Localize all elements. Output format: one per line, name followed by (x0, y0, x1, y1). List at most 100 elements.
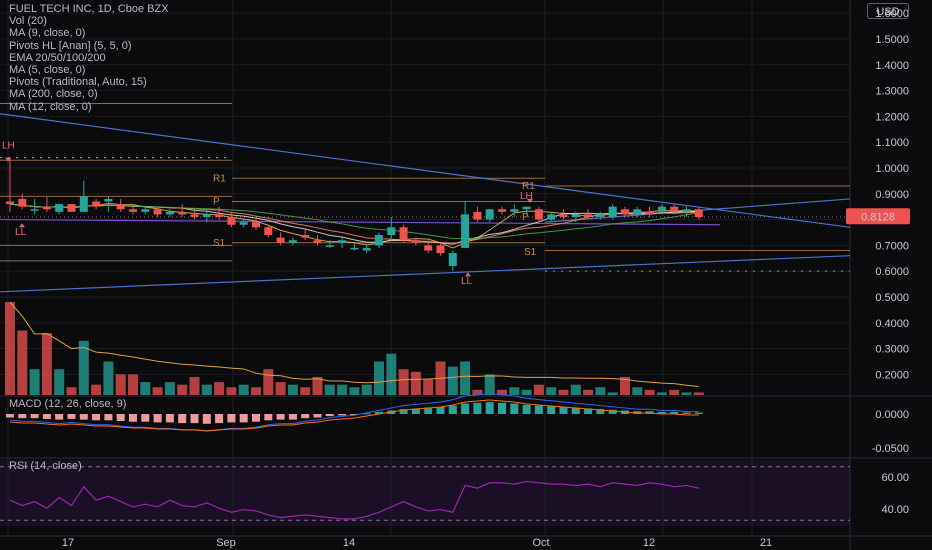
candle-body (461, 214, 470, 248)
volume-bar (681, 392, 692, 395)
macd-bar (276, 414, 285, 420)
candle-body (325, 245, 334, 247)
volume-bar (484, 374, 495, 395)
volume-bar (177, 384, 188, 395)
rsi-label[interactable]: RSI (14, close) (9, 460, 82, 472)
volume-bar (5, 302, 15, 395)
legend-item[interactable]: EMA 20/50/100/200 (9, 51, 106, 64)
macd-bar (18, 414, 27, 419)
candle-body (670, 206, 679, 212)
currency-button[interactable]: USD (867, 3, 909, 19)
price-tick-label: 0.4000 (875, 318, 909, 330)
macd-bar (264, 414, 273, 421)
candle-body (547, 214, 556, 220)
macd-bar (375, 411, 383, 414)
candle-body (264, 227, 273, 236)
candle-body (571, 214, 580, 217)
candle-body (375, 235, 383, 246)
candle-body (645, 211, 654, 215)
macd-bar (510, 403, 519, 414)
macd-bar (498, 402, 506, 414)
price-tick-label: 0.3000 (875, 344, 909, 356)
price-tick-label: 0.9000 (875, 189, 909, 201)
candle-body (129, 209, 137, 212)
macd-label[interactable]: MACD (12, 26, close, 9) (9, 398, 127, 410)
price-tick-label: 0.2000 (875, 369, 909, 381)
macd-bar (522, 404, 531, 414)
legend-item[interactable]: Vol (20) (9, 15, 47, 28)
volume-bar (521, 389, 532, 395)
volume-bar (263, 369, 274, 395)
symbol-title[interactable]: FUEL TECH INC, 1D, Cboe BZX (9, 3, 169, 15)
candle-body (215, 214, 224, 217)
volume-bar (607, 392, 618, 395)
volume-bar (386, 353, 397, 395)
macd-bar (129, 414, 137, 422)
volume-bar (214, 382, 225, 395)
volume-bar (595, 387, 606, 395)
macd-bar (534, 405, 543, 414)
candle-body (202, 214, 211, 217)
candle-body (92, 201, 101, 207)
price-tick-label: 0.7000 (875, 240, 909, 252)
candle-body (657, 206, 666, 212)
pivot-label: P (522, 212, 529, 223)
volume-bar (115, 374, 126, 395)
legend-item[interactable]: MA (9, close, 0) (9, 27, 86, 40)
candle-body (178, 211, 187, 215)
swing-marker (19, 223, 25, 228)
volume-bar (472, 389, 483, 395)
volume-bar (497, 389, 507, 395)
legend-item[interactable]: MA (5, close, 0) (9, 64, 86, 77)
price-tick-label: 1.2000 (875, 111, 909, 123)
candle-body (30, 209, 39, 211)
last-price-tag (846, 208, 910, 225)
legend-item[interactable]: Pivots HL [Anan] (5, 5, 0) (9, 39, 132, 52)
rsi-band (0, 460, 850, 526)
price-tick-label: 1.6000 (875, 8, 909, 20)
candle-body (350, 247, 359, 250)
macd-bar (165, 414, 174, 423)
candle-body (596, 214, 605, 217)
candle-body (608, 206, 617, 217)
candle-body (104, 198, 113, 202)
indicator-legend: FUEL TECH INC, 1D, Cboe BZX Vol (20) MA … (9, 3, 169, 113)
ma-line (9, 203, 699, 240)
macd-bar (79, 414, 88, 420)
macd-bar (67, 414, 76, 419)
volume-bar (66, 387, 77, 395)
macd-bar (362, 413, 371, 415)
candle-body (411, 240, 420, 243)
pivot-label: R1 (522, 181, 535, 192)
volume-bar (460, 361, 471, 395)
volume-bar (361, 384, 372, 395)
legend-item[interactable]: MA (200, close, 0) (9, 88, 98, 101)
volume-bar (201, 384, 212, 395)
candle-body (252, 222, 260, 228)
macd-bar (682, 412, 691, 414)
legend-item[interactable]: Pivots (Traditional, Auto, 15) (9, 76, 147, 89)
rsi-line (9, 480, 699, 520)
candle-body (313, 240, 322, 243)
volume-bar (558, 389, 569, 395)
macd-bar (30, 414, 39, 419)
price-tick-label: 1.5000 (875, 34, 909, 46)
macd-bar (571, 407, 580, 414)
legend-item[interactable]: MA (12, close, 0) (9, 100, 92, 113)
macd-bar (153, 414, 162, 423)
volume-bar (128, 374, 138, 395)
candle-body (116, 204, 125, 210)
candle-body (633, 209, 642, 215)
macd-bar (325, 414, 334, 417)
macd-bar (448, 405, 457, 414)
candle-body (485, 209, 494, 220)
macd-bar (473, 402, 482, 414)
volume-bar (546, 387, 557, 395)
price-tick-label: 0.6000 (875, 266, 909, 278)
time-tick-label: Oct (532, 537, 549, 549)
macd-bar (584, 408, 593, 414)
macd-bar (657, 411, 666, 414)
macd-bar (559, 407, 568, 414)
macd-bar (547, 406, 556, 414)
